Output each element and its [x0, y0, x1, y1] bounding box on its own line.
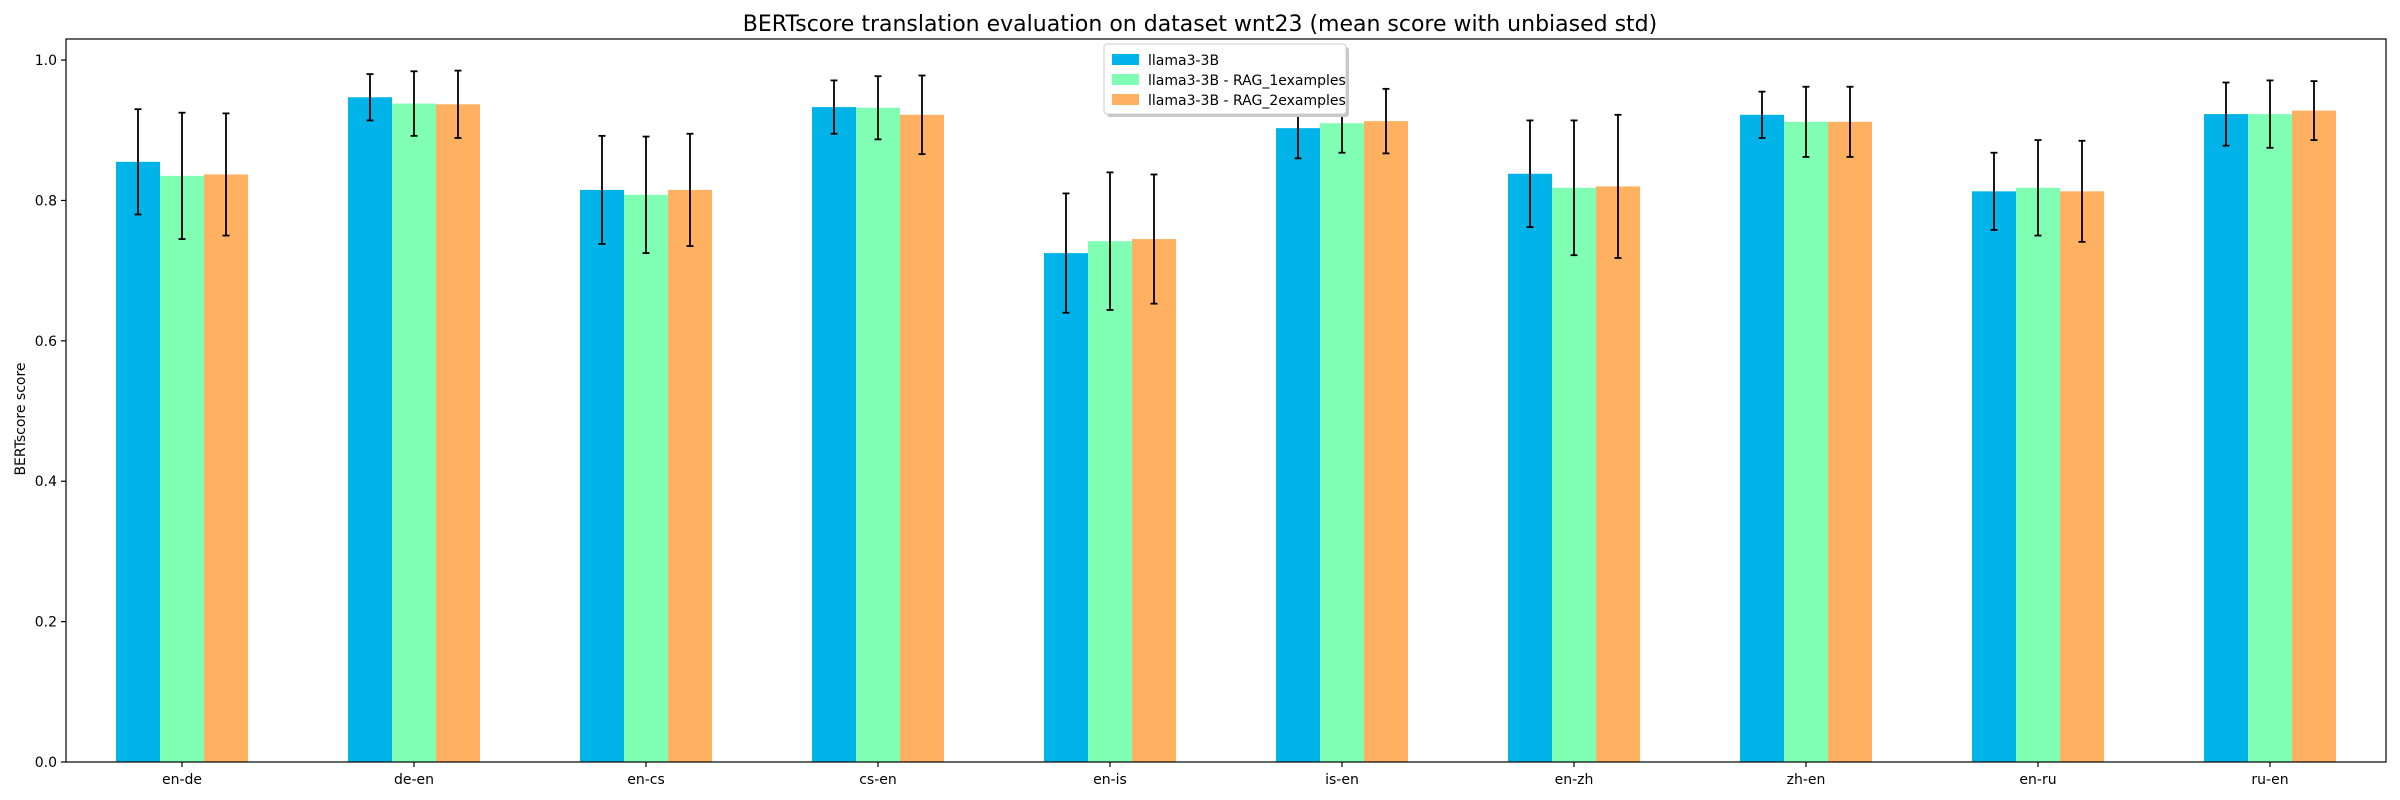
bar-en-zh-series-2	[1596, 186, 1640, 762]
bar-ru-en-series-0	[2204, 114, 2248, 762]
bar-cs-en-series-2	[900, 114, 944, 763]
error-bar-en-de-series-2	[222, 112, 230, 237]
legend-label-0: llama3-3B	[1148, 53, 1219, 69]
error-bar-de-en-series-2	[454, 69, 462, 139]
bar-en-cs-series-1	[624, 194, 668, 763]
error-bar-cs-en-series-0	[830, 79, 838, 135]
error-bar-de-en-series-1	[410, 70, 418, 137]
bar-is-en-series-0	[1276, 128, 1320, 762]
error-bar-en-zh-series-0	[1526, 119, 1534, 229]
bar-en-cs-series-2	[668, 189, 712, 762]
error-bar-en-zh-series-1	[1570, 119, 1578, 257]
y-tick-label: 1.0	[35, 53, 57, 69]
bar-cs-en-series-0	[812, 107, 856, 762]
bar-en-is-series-2	[1132, 239, 1176, 762]
errorbars-layer	[134, 69, 2318, 314]
bar-en-ru-series-0	[1972, 191, 2016, 763]
bar-en-zh-series-0	[1508, 173, 1552, 762]
bar-en-cs-series-0	[580, 189, 624, 762]
legend-label-2: llama3-3B - RAG_2examples	[1148, 93, 1346, 109]
error-bar-en-ru-series-2	[2078, 139, 2086, 243]
x-tick-label-en-is: en-is	[1093, 772, 1127, 788]
bar-en-de-series-2	[204, 174, 248, 763]
bar-en-de-series-0	[116, 161, 160, 762]
bar-en-de-series-1	[160, 175, 204, 762]
y-tick-label: 0.2	[35, 615, 57, 631]
x-tick-label-zh-en: zh-en	[1787, 772, 1826, 788]
legend-box	[1103, 43, 1347, 115]
bar-zh-en-series-0	[1740, 114, 1784, 763]
x-tick-label-en-ru: en-ru	[2019, 772, 2056, 788]
y-axis-label: BERTscore score	[13, 362, 29, 475]
bar-is-en-series-1	[1320, 123, 1364, 762]
y-tick-label: 0.8	[35, 193, 57, 209]
x-tick-label-en-de: en-de	[162, 772, 202, 788]
error-bar-en-is-series-1	[1106, 171, 1114, 311]
error-bar-en-de-series-0	[134, 108, 142, 216]
error-bar-en-ru-series-0	[1990, 151, 1998, 231]
error-bar-en-cs-series-1	[642, 135, 650, 254]
bar-de-en-series-0	[348, 97, 392, 762]
bar-en-is-series-0	[1044, 253, 1088, 763]
error-bar-cs-en-series-2	[918, 74, 926, 156]
error-bar-is-en-series-2	[1382, 87, 1390, 155]
axes-layer: 0.0 0.2 0.4 0.6 0.8 1.0 en-de de-en en-cs cs-en en…	[35, 38, 2387, 788]
legend-label-1: llama3-3B - RAG_1examples	[1148, 73, 1346, 89]
chart-title: BERTscore translation evaluation on data…	[743, 12, 1657, 37]
error-bar-en-cs-series-2	[686, 132, 694, 247]
legend-swatch-2	[1112, 94, 1139, 105]
error-bar-ru-en-series-2	[2310, 80, 2318, 141]
x-tick-label-ru-en: ru-en	[2251, 772, 2288, 788]
error-bar-en-is-series-2	[1150, 173, 1158, 305]
bar-zh-en-series-2	[1828, 121, 1872, 763]
error-bar-en-zh-series-2	[1614, 113, 1622, 259]
legend-swatch-0	[1112, 54, 1139, 65]
legend: llama3-3B llama3-3B - RAG_1examples llama3…	[1103, 43, 1349, 117]
bar-de-en-series-2	[436, 104, 480, 763]
bars-layer	[116, 97, 2336, 763]
x-tick-label-is-en: is-en	[1325, 772, 1359, 788]
bar-en-is-series-1	[1088, 241, 1132, 762]
x-tick-label-en-cs: en-cs	[627, 772, 665, 788]
error-bar-zh-en-series-0	[1758, 90, 1766, 139]
error-bar-ru-en-series-0	[2222, 81, 2230, 147]
bar-cs-en-series-1	[856, 107, 900, 763]
bar-ru-en-series-2	[2292, 110, 2336, 762]
plot-frame	[65, 38, 2387, 763]
y-tick-label: 0.0	[35, 755, 57, 771]
bar-is-en-series-2	[1364, 121, 1408, 762]
error-bar-ru-en-series-1	[2266, 79, 2274, 149]
error-bar-en-cs-series-0	[598, 134, 606, 245]
bar-en-ru-series-1	[2016, 187, 2060, 762]
bar-en-ru-series-2	[2060, 191, 2104, 763]
x-tick-label-en-zh: en-zh	[1555, 772, 1594, 788]
legend-swatch-1	[1112, 74, 1139, 85]
x-tick-label-cs-en: cs-en	[859, 772, 897, 788]
error-bar-zh-en-series-2	[1846, 85, 1854, 158]
bar-en-zh-series-1	[1552, 187, 1596, 762]
x-tick-label-de-en: de-en	[394, 772, 434, 788]
error-bar-cs-en-series-1	[874, 75, 882, 141]
error-bar-en-is-series-0	[1062, 192, 1070, 314]
error-bar-en-ru-series-1	[2034, 139, 2042, 237]
bar-zh-en-series-1	[1784, 121, 1828, 763]
bar-de-en-series-1	[392, 103, 436, 763]
error-bar-de-en-series-0	[366, 73, 374, 122]
error-bar-en-de-series-1	[178, 111, 186, 240]
y-tick-label: 0.6	[35, 334, 57, 350]
bar-ru-en-series-1	[2248, 114, 2292, 762]
error-bar-zh-en-series-1	[1802, 85, 1810, 158]
y-tick-label: 0.4	[35, 474, 57, 490]
